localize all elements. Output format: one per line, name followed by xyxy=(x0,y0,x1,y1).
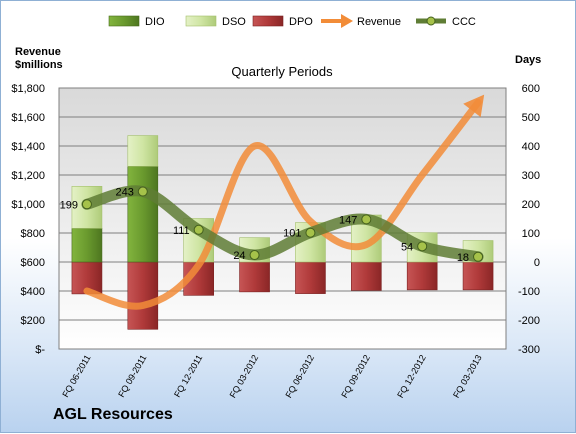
ccc-point xyxy=(305,227,316,238)
x-axis-tick-label: FQ 12-2012 xyxy=(395,353,428,400)
ccc-data-label: 24 xyxy=(233,250,245,262)
right-axis-tick-label: 500 xyxy=(522,112,540,124)
ccc-point xyxy=(361,214,372,225)
bar-dso xyxy=(127,135,159,167)
right-axis-tick-label: 400 xyxy=(522,141,540,153)
legend: DIO DSO DPO Revenue CCC xyxy=(108,14,476,28)
left-axis-tick-label: $600 xyxy=(21,257,45,269)
left-axis-tick-label: $200 xyxy=(21,315,45,327)
ccc-data-label: 147 xyxy=(339,214,357,226)
left-axis-tick-label: $1,200 xyxy=(11,170,45,182)
legend-swatch xyxy=(252,15,284,27)
bar-dpo xyxy=(239,261,270,293)
legend-label: DSO xyxy=(222,16,246,28)
legend-label: Revenue xyxy=(357,16,401,28)
x-axis-tick-label: FQ 06-2012 xyxy=(283,353,316,400)
ccc-data-label: 18 xyxy=(457,252,469,264)
right-axis-tick-label: -100 xyxy=(518,286,540,298)
left-axis-tick-label: $400 xyxy=(21,286,45,298)
x-axis-tick-label: FQ 09-2011 xyxy=(116,353,148,399)
legend-label: DPO xyxy=(289,16,313,28)
company-name: AGL Resources xyxy=(53,406,173,423)
legend-swatch xyxy=(185,15,217,27)
left-axis-title: Revenue $millions xyxy=(15,46,63,72)
ccc-point xyxy=(137,186,148,197)
bar-dio xyxy=(71,228,103,263)
legend-swatch xyxy=(108,15,140,27)
revenue-arrowhead xyxy=(463,94,485,118)
right-axis-tick-label: -200 xyxy=(518,315,540,327)
revenue-line xyxy=(83,99,482,310)
right-axis-tick-label: 600 xyxy=(522,83,540,95)
right-axis-tick-label: -300 xyxy=(518,344,540,356)
x-axis-tick-label: FQ 12-2011 xyxy=(172,353,204,399)
ccc-point xyxy=(193,224,204,235)
right-axis-tick-label: 100 xyxy=(522,228,540,240)
ccc-point xyxy=(249,250,260,261)
ccc-point xyxy=(81,199,92,210)
chart-title: Quarterly Periods xyxy=(231,64,333,79)
ccc-data-label: 111 xyxy=(173,225,190,237)
left-axis-tick-label: $1,400 xyxy=(11,141,45,153)
bar-dpo xyxy=(127,261,159,330)
legend-item-dso: DSO xyxy=(185,15,246,28)
left-axis-title-line-2: $millions xyxy=(15,59,63,71)
right-axis-tick-label: 0 xyxy=(534,257,540,269)
bar-dpo xyxy=(462,261,494,291)
left-axis-title-line-1: Revenue xyxy=(15,46,61,58)
right-axis-title: Days xyxy=(515,54,542,66)
ccc-point xyxy=(417,241,428,252)
legend-label: DIO xyxy=(145,16,165,28)
ccc-line xyxy=(81,185,484,263)
ccc-point xyxy=(473,251,484,262)
legend-item-dpo: DPO xyxy=(252,15,313,28)
plot-area xyxy=(59,88,506,349)
x-axis-tick-label: FQ 09-2012 xyxy=(339,353,372,400)
left-axis-tick-label: $- xyxy=(35,344,45,356)
left-axis-tick-label: $1,600 xyxy=(11,112,45,124)
legend-item-ccc: CCC xyxy=(416,16,476,28)
x-axis-tick-label: FQ 03-2012 xyxy=(228,353,261,400)
bar-dpo xyxy=(351,261,382,291)
right-axis-tick-label: 300 xyxy=(522,170,540,182)
ccc-data-label: 101 xyxy=(283,228,301,240)
legend-swatch-arrowhead xyxy=(341,14,353,28)
legend-item-dio: DIO xyxy=(108,15,165,28)
bar-dpo xyxy=(406,261,438,291)
left-axis-tick-label: $800 xyxy=(21,228,45,240)
x-axis-tick-label: FQ 06-2011 xyxy=(60,353,92,399)
left-axis-tick-label: $1,800 xyxy=(11,83,45,95)
ccc-data-label: 243 xyxy=(115,187,133,199)
left-axis-tick-label: $1,000 xyxy=(11,199,45,211)
ccc-data-label: 199 xyxy=(60,199,78,211)
bar-dio xyxy=(127,166,159,263)
legend-swatch-marker xyxy=(426,16,436,26)
bar-dpo xyxy=(295,261,326,294)
ccc-data-label: 54 xyxy=(401,241,413,253)
lines: 199 243 111 24 101 147 54 18 xyxy=(60,94,485,310)
legend-label: CCC xyxy=(452,16,476,28)
x-axis-tick-label: FQ 03-2013 xyxy=(451,353,484,400)
right-axis-tick-label: 200 xyxy=(522,199,540,211)
legend-item-revenue: Revenue xyxy=(321,14,401,28)
plot-border xyxy=(58,87,507,350)
